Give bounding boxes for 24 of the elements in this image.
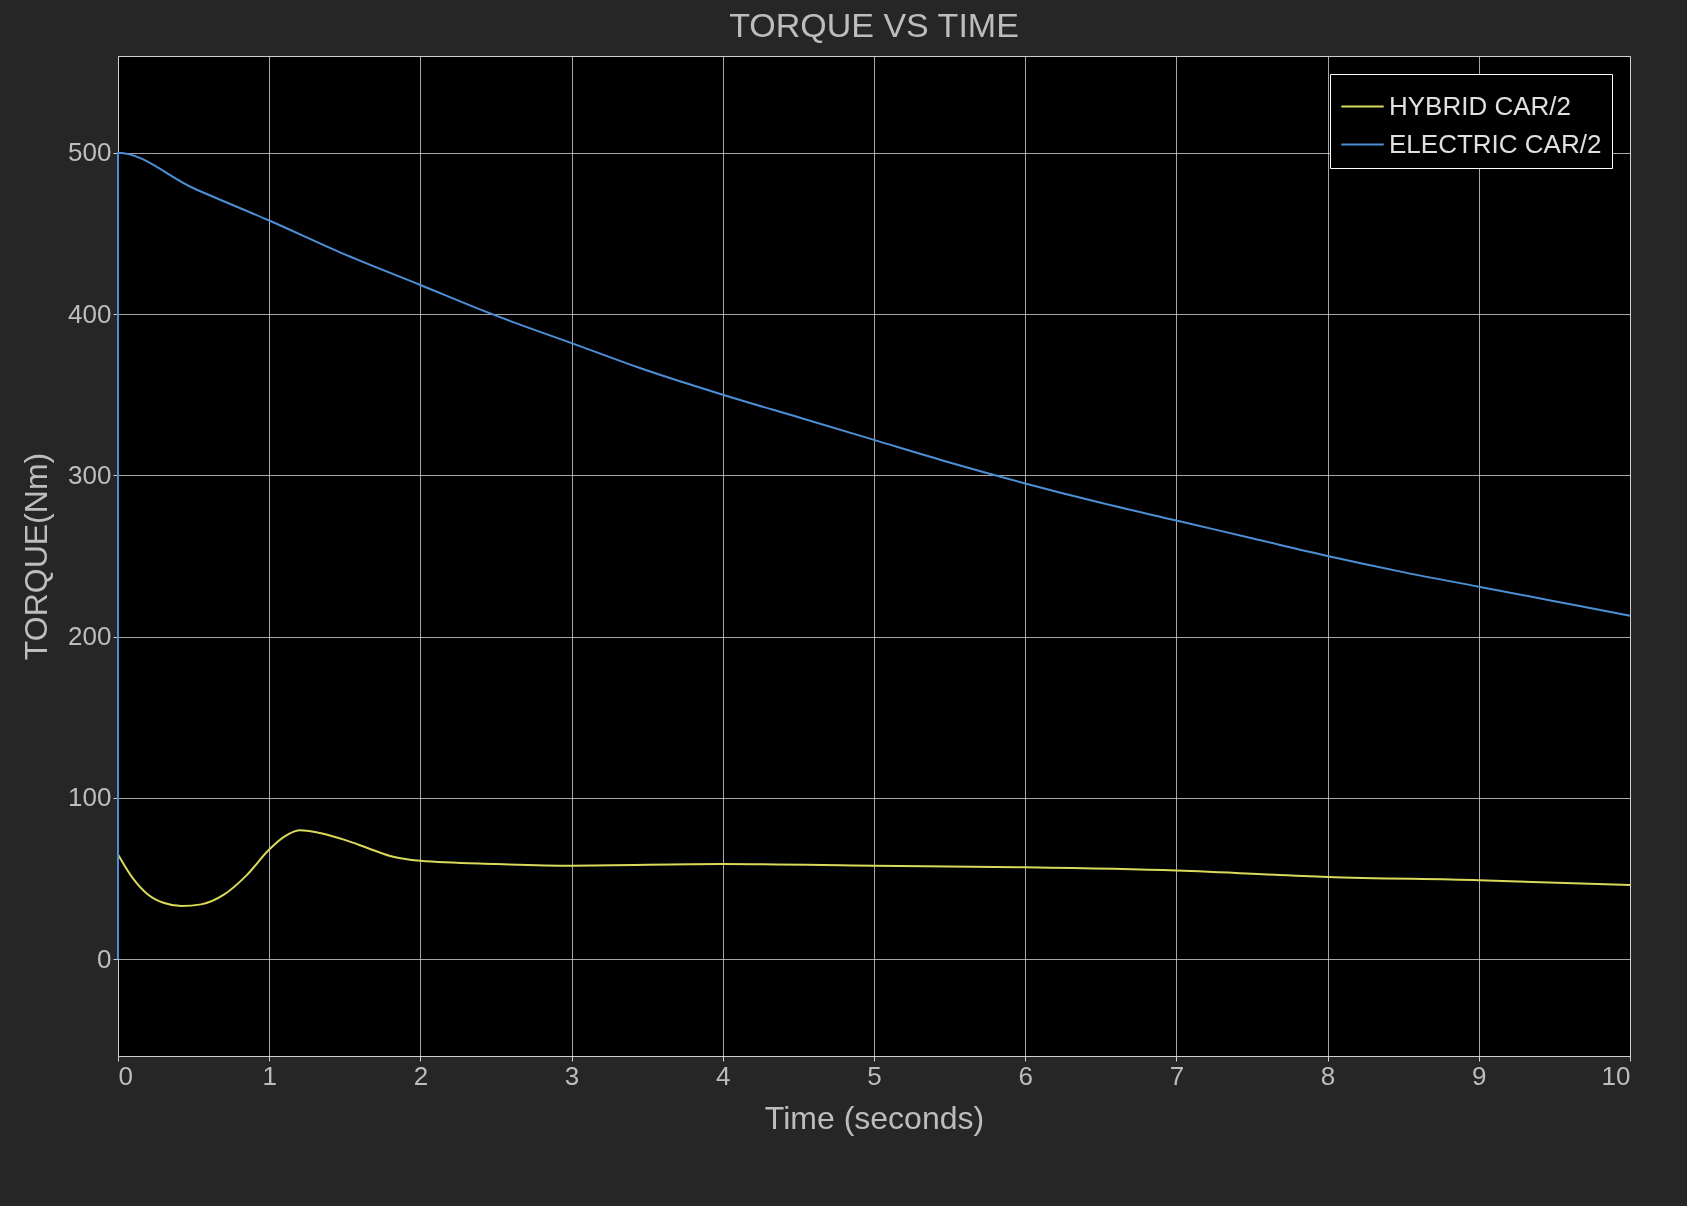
x-tick-label: 10 [1601,1060,1631,1091]
x-tick-label: 0 [118,1060,133,1091]
x-tick-label: 2 [413,1060,429,1091]
legend-label: ELECTRIC CAR/2 [1389,128,1602,159]
chart-title: TORQUE VS TIME [729,6,1019,44]
x-tick-label: 1 [262,1060,277,1091]
x-tick-label: 3 [564,1060,580,1091]
y-tick-label: 500 [68,137,112,168]
y-tick-label: 100 [68,782,112,813]
y-tick-label: 0 [97,943,112,974]
x-tick-label: 8 [1320,1060,1336,1091]
line-series [117,829,1631,907]
x-tick-label: 5 [867,1060,882,1091]
y-axis-title: TORQUE(Nm) [18,452,55,661]
y-tick-label: 400 [68,298,112,329]
y-tick-label: 200 [68,621,112,652]
y-tick-label: 300 [68,459,112,490]
x-tick-label: 9 [1472,1060,1487,1091]
x-tick-label: 4 [716,1060,731,1091]
x-axis-title: Time (seconds) [764,1099,985,1136]
x-tick-label: 6 [1018,1060,1033,1091]
line-series [117,151,1631,961]
x-tick-label: 7 [1169,1060,1185,1091]
legend-label: HYBRID CAR/2 [1389,90,1572,121]
